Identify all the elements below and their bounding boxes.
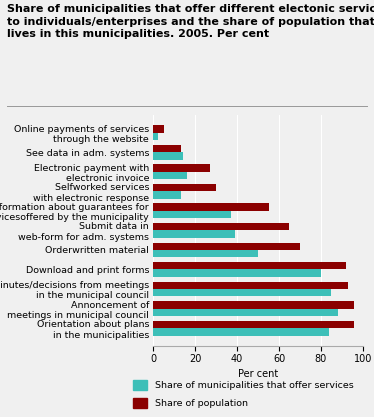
Bar	[153, 152, 183, 160]
Bar	[153, 289, 331, 296]
Bar	[153, 184, 216, 191]
Bar	[153, 269, 321, 277]
Bar	[153, 262, 346, 269]
Bar	[153, 172, 187, 179]
Text: Share of municipalities that offer different electonic services
to individuals/e: Share of municipalities that offer diffe…	[7, 4, 374, 39]
Bar	[153, 223, 289, 230]
Bar	[153, 125, 164, 133]
Bar	[153, 243, 300, 250]
Bar	[153, 250, 258, 257]
Bar	[153, 203, 269, 211]
Bar	[153, 191, 181, 199]
Legend: Share of municipalities that offer services, Share of population: Share of municipalities that offer servi…	[133, 380, 353, 408]
Bar	[153, 328, 329, 336]
Bar	[153, 321, 355, 328]
Bar	[153, 301, 355, 309]
Bar	[153, 281, 348, 289]
Bar	[153, 133, 157, 140]
Bar	[153, 230, 235, 238]
Bar	[153, 164, 210, 172]
Bar	[153, 145, 181, 152]
X-axis label: Per cent: Per cent	[238, 369, 278, 379]
Bar	[153, 309, 338, 316]
Bar	[153, 211, 231, 218]
